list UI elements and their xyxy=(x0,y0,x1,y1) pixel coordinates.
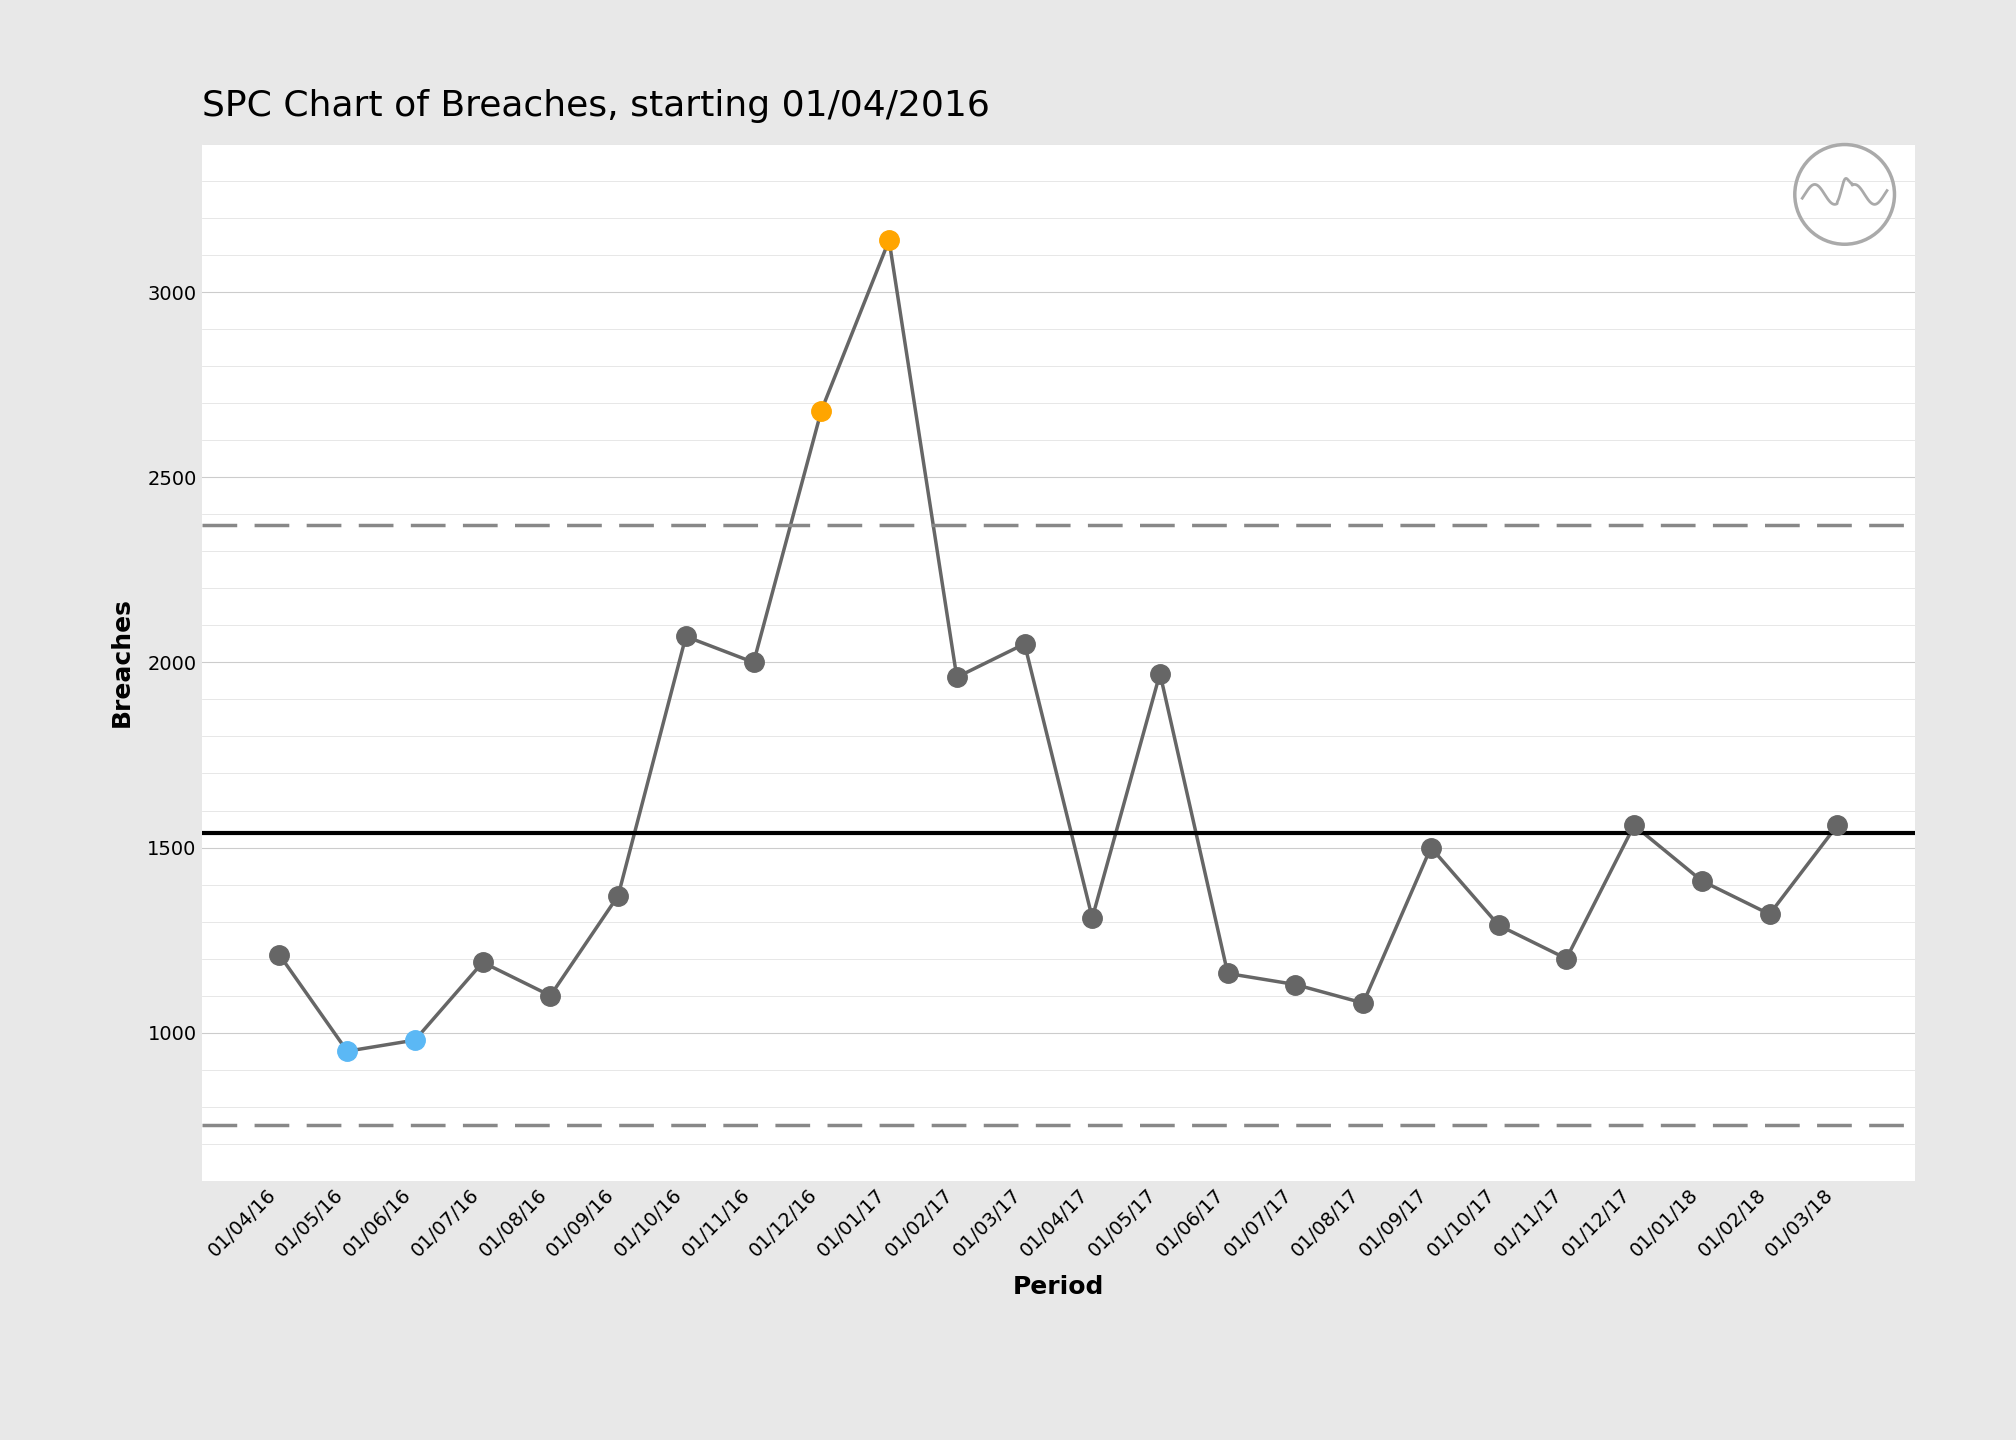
Y-axis label: Breaches: Breaches xyxy=(109,598,133,727)
Text: SPC Chart of Breaches, starting 01/04/2016: SPC Chart of Breaches, starting 01/04/20… xyxy=(202,89,990,124)
X-axis label: Period: Period xyxy=(1012,1274,1105,1299)
